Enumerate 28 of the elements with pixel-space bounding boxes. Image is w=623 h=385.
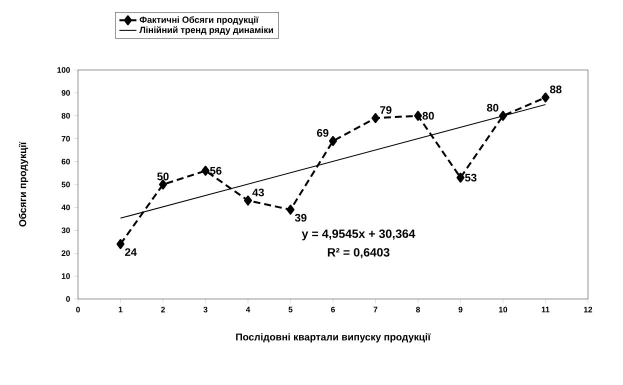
x-axis-title: Послідовні квартали випуску продукції (236, 333, 431, 342)
point (414, 110, 422, 121)
data-label: 80 (422, 112, 434, 120)
data-label: 79 (380, 106, 392, 114)
point (244, 196, 252, 206)
y-axis-title: Обсяги продукції (18, 142, 28, 227)
point (499, 110, 507, 121)
data-label: 80 (486, 104, 498, 112)
legend-label: Лінійний тренд ряду динаміки (139, 26, 273, 35)
point (329, 136, 337, 146)
point (159, 180, 167, 190)
data-label: 88 (550, 86, 562, 94)
data-label: 69 (317, 129, 328, 137)
data-label: 56 (210, 166, 222, 175)
annotation: y = 4,9545x + 30,364 (302, 229, 416, 240)
legend-label: Фактичні Обсяги продукції (140, 16, 259, 25)
data-label: 24 (125, 248, 137, 256)
data-label: 39 (294, 214, 306, 222)
annotation: R² = 0,6403 (328, 248, 390, 258)
data-label: 50 (157, 172, 169, 180)
point (542, 92, 550, 102)
point (286, 204, 294, 215)
point (456, 172, 464, 183)
data-label: 53 (465, 174, 476, 182)
point (202, 166, 210, 176)
point (116, 239, 124, 250)
point (372, 113, 380, 124)
data-label: 43 (252, 188, 264, 196)
